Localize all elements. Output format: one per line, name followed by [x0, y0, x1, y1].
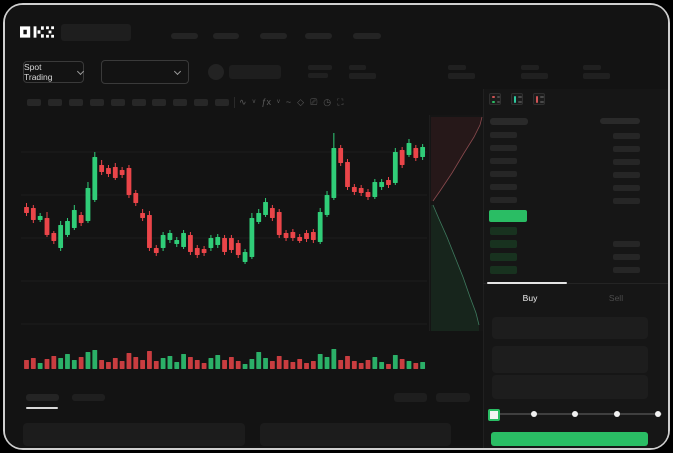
nav-item-1[interactable] — [171, 33, 198, 39]
orderbook-amount — [613, 146, 640, 152]
chart-tool-button[interactable] — [110, 99, 125, 106]
interval-chevron-icon[interactable]: ᵛ — [252, 97, 256, 107]
orderbook-amount-header — [600, 118, 640, 124]
tabs-divider — [483, 283, 668, 284]
chart-toolbar-icons: ∿ ᵛ ƒx ᵛ ~ ◇ ⎚ ◷ ⛶ — [239, 95, 343, 109]
trading-app-window: Spot Trading ∿ ᵛ ƒx ᵛ ~ ◇ ⎚ ◷ ⛶ — [5, 5, 668, 448]
stat-3-value — [521, 73, 548, 79]
pair-selector-dropdown[interactable] — [101, 60, 189, 84]
chevron-down-icon — [76, 67, 85, 75]
orderbook-row[interactable] — [490, 240, 517, 248]
pair-name-placeholder — [229, 65, 281, 79]
orderbook-amount — [613, 133, 640, 139]
bottom-tab-2[interactable] — [72, 394, 105, 401]
orderbook-row[interactable] — [490, 197, 517, 203]
token-avatar — [208, 64, 224, 80]
orderbook-row[interactable] — [490, 132, 517, 138]
device-frame — [3, 3, 670, 450]
nav-item-2[interactable] — [213, 33, 239, 39]
price-change-placeholder — [308, 73, 328, 78]
orderbook-price-header — [490, 118, 528, 125]
chevron-down-icon — [173, 67, 182, 75]
toolbar-divider — [234, 97, 235, 108]
total-input[interactable] — [492, 375, 648, 399]
amount-input[interactable] — [492, 346, 648, 373]
orderbook-amount — [613, 241, 640, 247]
orderbook-row[interactable] — [490, 158, 517, 164]
tab-sell[interactable]: Sell — [573, 293, 659, 303]
stat-1-label — [349, 65, 366, 70]
bottom-panel-2[interactable] — [260, 423, 451, 446]
orderbook-row[interactable] — [490, 171, 517, 177]
bottom-tab-1[interactable] — [26, 394, 59, 401]
slider-handle[interactable] — [488, 409, 500, 421]
buy-submit-button[interactable] — [491, 432, 648, 446]
line-type-icon[interactable]: ~ — [285, 97, 292, 107]
price-input[interactable] — [492, 317, 648, 339]
last-price-placeholder — [308, 65, 332, 70]
okx-logo[interactable] — [20, 25, 54, 39]
orderbook-amount — [613, 159, 640, 165]
orderbook-amount — [613, 198, 640, 204]
bottom-action-2[interactable] — [436, 393, 470, 402]
nav-item-5[interactable] — [353, 33, 381, 39]
bottom-action-1[interactable] — [394, 393, 427, 402]
fullscreen-icon[interactable]: ⛶ — [337, 97, 344, 107]
orderbook-amount — [613, 254, 640, 260]
stat-2-value — [448, 73, 475, 79]
camera-icon[interactable]: ⎚ — [310, 97, 318, 107]
stat-4-label — [583, 65, 601, 70]
orderbook-row[interactable] — [490, 227, 517, 235]
candlestick-chart[interactable] — [21, 113, 427, 373]
orderbook-row[interactable] — [490, 266, 517, 274]
orderbook-view-toggles — [489, 93, 545, 105]
stat-1-value — [349, 73, 376, 79]
stat-2-label — [448, 65, 466, 70]
chart-tool-button[interactable] — [194, 99, 209, 106]
orderbook-row[interactable] — [490, 253, 517, 261]
compare-layers-icon[interactable]: ◇ — [297, 97, 305, 107]
stat-4-value — [583, 73, 610, 79]
bottom-panel-1[interactable] — [23, 423, 245, 446]
slider-stop[interactable] — [572, 411, 578, 417]
chart-tool-button[interactable] — [131, 99, 146, 106]
spot-trading-dropdown[interactable]: Spot Trading — [23, 61, 85, 83]
orderbook-row[interactable] — [490, 145, 517, 151]
active-tab-indicator — [487, 282, 567, 284]
amount-slider[interactable] — [488, 409, 662, 421]
indicators-fx-icon[interactable]: ƒx — [261, 97, 271, 107]
spot-trading-label: Spot Trading — [24, 62, 53, 82]
orderbook-amount — [613, 267, 640, 273]
nav-item-3[interactable] — [260, 33, 287, 39]
slider-stop[interactable] — [655, 411, 661, 417]
tab-buy[interactable]: Buy — [487, 293, 573, 303]
candle-style-icon[interactable]: ∿ — [239, 97, 247, 107]
slider-stop[interactable] — [530, 411, 537, 417]
chart-tool-button[interactable] — [173, 99, 188, 106]
current-price-pill — [489, 210, 527, 222]
style-chevron-icon[interactable]: ᵛ — [276, 97, 280, 107]
history-clock-icon[interactable]: ◷ — [323, 97, 332, 107]
chart-tool-button[interactable] — [215, 99, 230, 106]
book-both-icon[interactable] — [489, 93, 501, 105]
book-sell-icon[interactable] — [533, 93, 545, 105]
slider-stop[interactable] — [613, 411, 620, 417]
chart-tool-button[interactable] — [152, 99, 167, 106]
chart-tool-button[interactable] — [68, 99, 83, 106]
depth-chart[interactable] — [429, 115, 483, 331]
orderbook-amount — [613, 185, 640, 191]
chart-tool-button[interactable] — [47, 99, 62, 106]
sell-tab-label: Sell — [608, 293, 624, 303]
search-input[interactable] — [61, 24, 131, 41]
orderbook-row[interactable] — [490, 184, 517, 190]
bottom-active-tab-indicator — [26, 407, 58, 409]
buy-tab-label: Buy — [522, 293, 538, 303]
stat-3-label — [521, 65, 539, 70]
chart-tool-button[interactable] — [89, 99, 104, 106]
book-buy-icon[interactable] — [511, 93, 523, 105]
nav-item-4[interactable] — [305, 33, 332, 39]
orderbook-amount — [613, 172, 640, 178]
chart-tool-button[interactable] — [27, 99, 41, 106]
